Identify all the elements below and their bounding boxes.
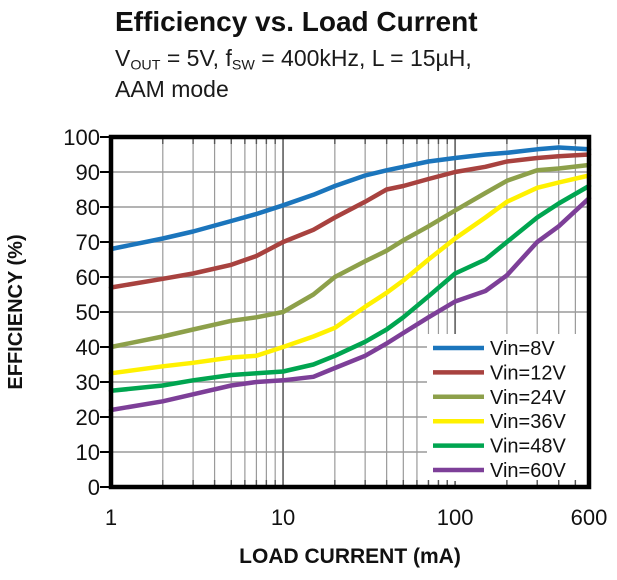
subtitle-segment: SW — [231, 57, 255, 74]
legend-background — [427, 334, 587, 481]
x-tick-label: 100 — [437, 505, 474, 530]
y-axis-title: EFFICIENCY (%) — [5, 234, 27, 389]
x-tick-label: 10 — [271, 505, 295, 530]
subtitle-segment: = 5V, f — [160, 45, 232, 71]
x-tick-label: 1 — [105, 505, 117, 530]
y-tick-label: 10 — [76, 440, 100, 465]
y-tick-label: 90 — [76, 160, 100, 185]
subtitle-segment: = 400kHz, L = 15µH, — [254, 45, 472, 71]
y-tick-label: 50 — [76, 300, 100, 325]
chart-header: Efficiency vs. Load Current VOUT = 5V, f… — [115, 6, 595, 104]
chart-title: Efficiency vs. Load Current — [115, 6, 478, 37]
curve-vin-48v — [108, 183, 592, 394]
y-tick-label: 70 — [76, 230, 100, 255]
curve-vin-36v — [108, 173, 592, 376]
curve-vin-12v — [108, 152, 592, 290]
legend-label: Vin=36V — [490, 411, 566, 433]
subtitle-segment: OUT — [130, 57, 161, 74]
curve-vin-60v — [108, 196, 592, 413]
plot-border — [108, 134, 592, 490]
chart-subtitle: VOUT = 5V, fSW = 400kHz, L = 15µH, AAM m… — [115, 44, 595, 104]
y-tick-label: 20 — [76, 405, 100, 430]
legend-label: Vin=60V — [490, 460, 566, 482]
chart-subtitle-mode: AAM mode — [115, 76, 229, 103]
legend-label: Vin=24V — [490, 387, 566, 409]
legend-label: Vin=12V — [490, 362, 566, 384]
legend-label: Vin=48V — [490, 436, 566, 458]
legend-label: Vin=8V — [490, 338, 555, 360]
y-tick-label: 60 — [76, 265, 100, 290]
chart-subtitle-conditions: VOUT = 5V, fSW = 400kHz, L = 15µH, — [115, 45, 472, 74]
y-tick-label: 80 — [76, 195, 100, 220]
y-tick-label: 40 — [76, 335, 100, 360]
x-tick-label: 600 — [571, 505, 608, 530]
y-tick-label: 30 — [76, 370, 100, 395]
subtitle-segment: V — [115, 45, 131, 71]
y-tick-label: 100 — [63, 125, 100, 150]
x-axis-title: LOAD CURRENT (mA) — [239, 545, 461, 568]
curve-vin-8v — [108, 145, 592, 252]
y-tick-label: 0 — [88, 475, 100, 500]
curve-vin-24v — [108, 162, 592, 350]
